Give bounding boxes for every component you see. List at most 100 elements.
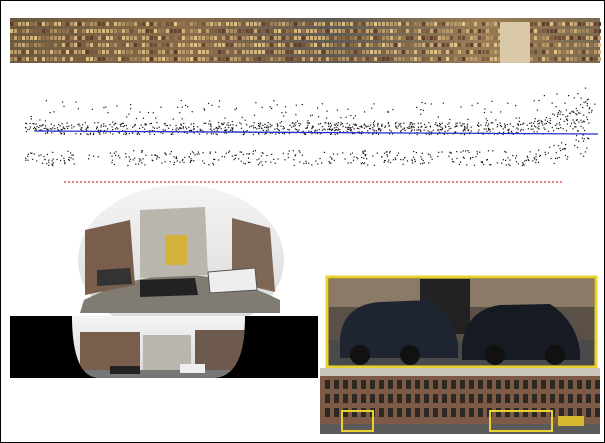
- shelf-item: [158, 22, 161, 26]
- point: [532, 122, 535, 124]
- point: [525, 159, 527, 162]
- point: [363, 150, 366, 152]
- point: [105, 132, 107, 134]
- point: [49, 128, 51, 130]
- point: [100, 124, 102, 126]
- point: [578, 121, 580, 123]
- shelf-item: [62, 57, 65, 61]
- point: [522, 162, 524, 164]
- shelf-item: [62, 29, 65, 33]
- point: [458, 163, 460, 165]
- shelf-item: [270, 22, 273, 26]
- point: [429, 125, 431, 127]
- shelf-item: [594, 50, 597, 54]
- point: [277, 129, 279, 131]
- point: [340, 117, 342, 119]
- shelf-item: [206, 36, 209, 40]
- window: [541, 380, 546, 389]
- point: [151, 129, 153, 132]
- point: [563, 148, 565, 150]
- point: [381, 123, 383, 125]
- point: [412, 162, 414, 164]
- shelf-item: [550, 57, 553, 61]
- point: [449, 118, 451, 121]
- point: [483, 128, 485, 130]
- shelf-item: [230, 57, 233, 61]
- shelf-item: [102, 22, 105, 26]
- shelf-item: [394, 57, 397, 61]
- window: [424, 380, 429, 389]
- red-dot: [176, 181, 178, 183]
- shelf-item: [314, 36, 317, 40]
- point: [361, 133, 363, 135]
- shelf-item: [42, 57, 45, 61]
- shelf-item: [558, 43, 561, 47]
- red-dot: [524, 181, 526, 183]
- point: [424, 102, 426, 105]
- red-dot: [408, 181, 410, 183]
- point: [371, 107, 373, 109]
- point: [390, 130, 392, 132]
- point: [144, 128, 146, 130]
- point: [447, 123, 449, 125]
- shelf-item: [138, 50, 141, 54]
- point: [334, 133, 336, 136]
- point: [246, 124, 248, 126]
- shelf-item: [146, 36, 149, 40]
- point: [118, 132, 120, 134]
- point: [333, 159, 335, 161]
- shelf-item: [338, 57, 341, 61]
- point: [220, 128, 222, 130]
- shelf-item: [262, 29, 265, 33]
- shelf-item: [366, 57, 369, 61]
- point: [48, 164, 50, 166]
- shelf-item: [242, 29, 245, 33]
- point: [378, 133, 380, 135]
- point: [147, 111, 150, 114]
- shelf-item: [410, 50, 413, 54]
- point: [579, 112, 581, 114]
- point: [183, 161, 185, 164]
- point: [212, 162, 214, 164]
- point: [45, 100, 47, 102]
- shelf-item: [142, 29, 145, 33]
- point: [586, 99, 588, 101]
- point: [141, 151, 143, 153]
- shelf-item: [226, 36, 229, 40]
- shelf-item: [334, 43, 337, 47]
- shelf-item: [274, 57, 277, 61]
- point: [43, 127, 45, 130]
- point: [215, 151, 217, 153]
- point: [557, 111, 559, 114]
- point: [400, 129, 402, 132]
- shelf-item: [86, 43, 89, 47]
- point: [460, 161, 462, 163]
- point: [436, 125, 438, 127]
- shelf-item: [302, 43, 305, 47]
- point: [539, 154, 542, 156]
- street-photo: [320, 368, 600, 434]
- red-dot: [112, 181, 114, 183]
- shelf-item: [266, 36, 269, 40]
- shelf-item: [158, 50, 161, 54]
- shelf-item: [346, 57, 349, 61]
- point: [306, 127, 308, 129]
- shelf-item: [58, 50, 61, 54]
- point: [416, 134, 418, 136]
- red-dot: [192, 181, 194, 183]
- point: [246, 153, 248, 155]
- shelf-item: [586, 57, 589, 61]
- shelf-item: [538, 57, 541, 61]
- shelf-item: [278, 57, 281, 61]
- point: [576, 119, 578, 121]
- point: [173, 163, 175, 166]
- point: [67, 127, 69, 129]
- point: [466, 125, 469, 127]
- shelf-item: [50, 22, 53, 26]
- shelf-item: [210, 29, 213, 33]
- point: [358, 131, 360, 133]
- point: [452, 160, 454, 163]
- point: [153, 133, 155, 135]
- shelf-item: [306, 36, 309, 40]
- shelf-item: [550, 36, 553, 40]
